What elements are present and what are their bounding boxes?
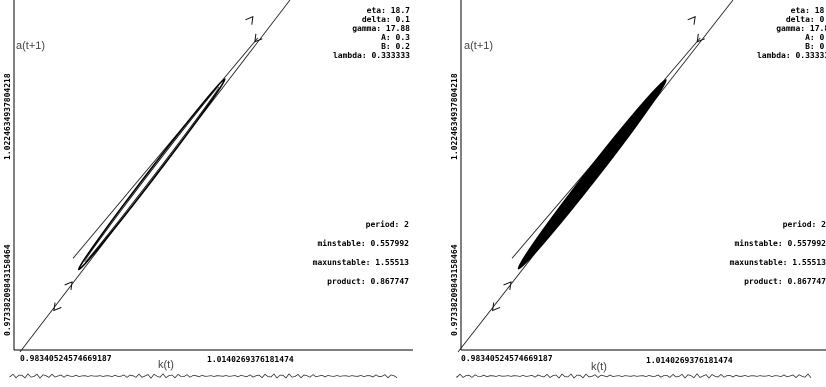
x-tick-max-2: 1.0140269376181474 <box>646 356 733 365</box>
manifold-arrow <box>696 33 705 43</box>
plot-canvas-1 <box>9 0 413 379</box>
params-row: B: 0.2 <box>381 42 410 51</box>
x-tick-min-1: 0.983405245746691​87 <box>20 354 112 363</box>
params-row: eta: 18.7 <box>790 6 826 15</box>
manifold-arrow <box>64 281 73 290</box>
params-row: B: 0.2 <box>805 42 826 51</box>
y-tick-min-2: 0.9733820984315846​4 <box>450 244 459 336</box>
plot-canvas-2 <box>456 0 826 379</box>
y-axis-label-2: a(t+1) <box>464 40 494 52</box>
stats-row: minstable: 0.557992 <box>317 239 409 248</box>
stats-row: product: 0.867747 <box>744 277 826 286</box>
manifold-arrow <box>245 15 254 25</box>
stats-row: maxunstable: 1.55513 <box>312 258 409 267</box>
manifold-arrow <box>687 15 696 25</box>
manifold-arrow <box>53 302 62 312</box>
params-row: A: 0.3 <box>381 33 410 42</box>
params-row: lambda: 0.333333 <box>332 51 410 60</box>
manifold-arrow <box>254 33 263 43</box>
stats-block-1: period: 2 minstable: 0.557992 maxunstable:… <box>313 220 409 296</box>
stats-row: period: 2 <box>782 220 826 229</box>
orbit-ellipse <box>77 78 226 271</box>
params-row: gamma: 17.88 <box>352 24 410 33</box>
chart-panel-1: 0.9733820984315846​4 1.0224634937804218 … <box>3 0 413 379</box>
manifold-arrow <box>491 302 501 312</box>
y-tick-max-1: 1.0224634937804218 <box>3 73 12 160</box>
params-row: delta: 0.1 <box>785 15 826 24</box>
stats-row: maxunstable: 1.55513 <box>729 258 826 267</box>
chart-panel-2: 0.9733820984315846​4 1.0224634937804218 … <box>413 0 826 387</box>
y-tick-max-2: 1.0224634937804218 <box>450 73 459 160</box>
y-tick-min-1: 0.9733820984315846​4 <box>3 244 12 336</box>
stats-row: minstable: 0.557992 <box>734 239 826 248</box>
time-series-trace <box>456 373 812 379</box>
params-row: gamma: 17.88 <box>776 24 826 33</box>
params-row: A: 0.3 <box>805 33 826 42</box>
params-row: delta: 0.1 <box>361 15 410 24</box>
x-axis-label-1: k(t) <box>158 359 174 371</box>
y-axis-label-1: a(t+1) <box>16 40 46 52</box>
stats-block-2: period: 2 minstable: 0.557992 maxunstable:… <box>730 220 826 296</box>
x-tick-max-1: 1.0140269376181474 <box>207 355 294 364</box>
time-series-trace <box>9 373 398 379</box>
stats-row: product: 0.867747 <box>327 277 409 286</box>
stats-row: period: 2 <box>365 220 409 229</box>
manifold-line <box>72 37 259 259</box>
x-axis-label-2: k(t) <box>591 361 607 373</box>
params-row: eta: 18.7 <box>366 6 410 15</box>
orbit-band <box>517 79 667 270</box>
manifold-arrow <box>503 281 512 290</box>
params-row: lambda: 0.333333 <box>756 51 826 60</box>
params-block-1: eta: 18.7 delta: 0.1 gamma: 17.88 A: 0.3 B: … <box>333 6 410 60</box>
x-tick-min-2: 0.983405245746691​87 <box>461 354 553 363</box>
orbit-ellipse-inner <box>84 86 220 262</box>
